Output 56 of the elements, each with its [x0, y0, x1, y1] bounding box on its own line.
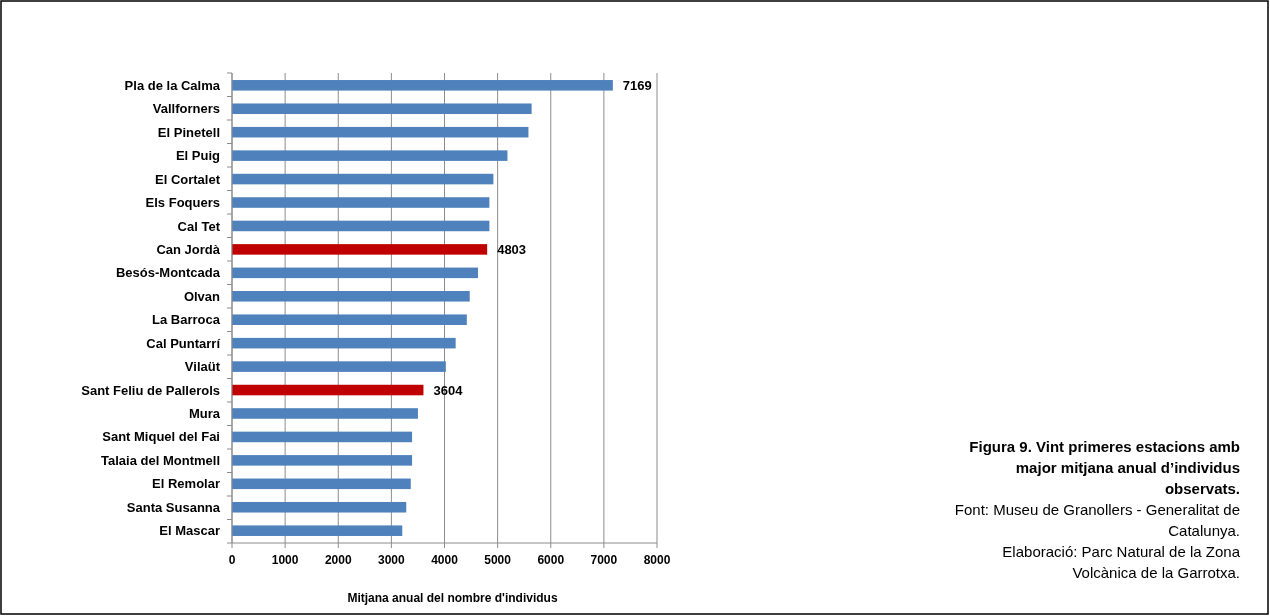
bar: [232, 314, 467, 325]
bar: [232, 267, 478, 279]
y-tick-label: El Mascar: [159, 523, 220, 539]
bar: [232, 291, 470, 302]
y-tick-label: Talaia del Montmell: [101, 452, 220, 468]
bar: [232, 126, 529, 138]
bar: [232, 103, 532, 115]
y-tick-label: Can Jordà: [156, 241, 221, 257]
y-tick-label: El Pinetell: [157, 124, 220, 140]
x-tick-label: 3000: [378, 553, 406, 567]
data-label: 7169: [622, 77, 652, 93]
bar: [232, 501, 407, 513]
y-tick-label: Cal Puntarrí: [146, 335, 221, 351]
x-tick-label: 8000: [643, 553, 671, 567]
y-tick-label: Sant Miquel del Fai: [102, 429, 220, 445]
bar: [232, 478, 411, 490]
y-tick-label: Santa Susanna: [126, 499, 221, 515]
bar: [232, 361, 446, 372]
bar: [232, 197, 490, 208]
y-tick-label: El Puig: [175, 148, 221, 164]
bar: [232, 408, 418, 419]
data-label: 3604: [433, 382, 464, 398]
bar: [232, 384, 424, 396]
x-tick-label: 7000: [590, 553, 618, 567]
bar: [232, 455, 413, 466]
bar: [232, 150, 508, 161]
y-tick-label: Vilaüt: [184, 359, 221, 375]
y-tick-label: Els Foquers: [145, 195, 220, 211]
y-tick-label: El Remolar: [152, 476, 220, 492]
bar: [232, 80, 613, 91]
y-tick-label: El Cortalet: [154, 171, 221, 187]
y-tick-label: Sant Feliu de Pallerols: [81, 382, 220, 398]
bar: [232, 173, 494, 185]
x-tick-label: 0: [228, 553, 236, 567]
y-tick-label: Olvan: [183, 288, 221, 304]
x-tick-label: 4000: [431, 553, 459, 567]
x-tick-label: 2000: [324, 553, 352, 567]
y-tick-label: Pla de la Calma: [124, 77, 221, 93]
text: Figura 9. Vint primeres estacions amb major mitjana anual d’individus observats.: [969, 438, 1240, 497]
bar: [232, 244, 488, 255]
y-tick-label: Vallforners: [152, 101, 220, 117]
x-tick-label: 1000: [271, 553, 299, 567]
x-axis-title: Mitjana anual del nombre d'individus: [347, 591, 558, 605]
y-tick-label: La Barroca: [152, 312, 221, 328]
y-tick-label: Besós-Montcada: [115, 265, 221, 281]
y-tick-label: Mura: [188, 406, 221, 422]
bar: [232, 431, 413, 443]
text: Font: Museu de Granollers - Generalitat de Catalunya.: [954, 501, 1240, 539]
bar: [232, 220, 490, 232]
x-tick-label: 6000: [537, 553, 565, 567]
x-tick-label: 5000: [484, 553, 512, 567]
bar: [232, 337, 456, 349]
y-tick-label: Cal Tet: [177, 218, 221, 234]
data-label: 4803: [497, 241, 527, 257]
text: Elaboració: Parc Natural de la Zona Volcànica de la Garrotxa.: [1002, 543, 1241, 581]
bar: [232, 525, 403, 536]
